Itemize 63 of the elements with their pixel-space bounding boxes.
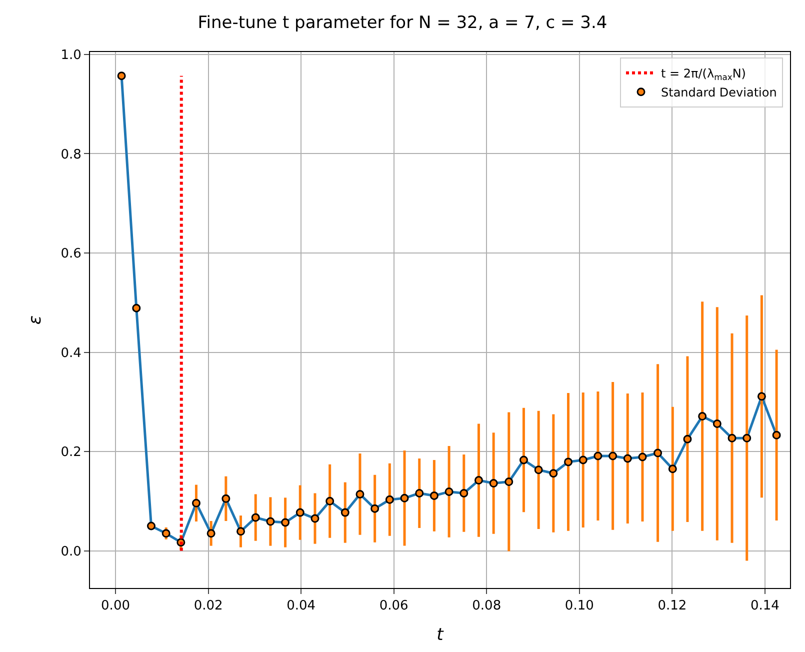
point [385,495,394,504]
y-tick-label: 1.0 [60,48,82,64]
y-tick-label: 0.0 [60,544,82,560]
point [594,452,602,460]
x-tick-label: 0.10 [564,598,594,614]
point [430,491,438,500]
point [356,490,364,498]
x-tick-label: 0.00 [101,598,130,614]
point [489,479,498,488]
point [474,476,483,485]
point [564,458,573,466]
point [638,452,647,462]
point [608,452,618,460]
point [519,456,528,464]
point [222,494,230,503]
point [698,412,707,421]
y-tick-label: 0.6 [60,246,82,262]
point [117,72,126,80]
point [400,494,409,502]
point [504,478,514,486]
x-tick-label: 0.14 [750,598,780,614]
x-tick-label: 0.04 [286,598,316,614]
point [370,504,380,513]
y-tick-label: 0.4 [60,346,82,361]
point [728,434,736,442]
x-tick-label: 0.12 [658,598,687,614]
point [668,464,677,474]
point [549,469,558,478]
point [712,419,722,428]
x-tick-label: 0.08 [472,598,502,614]
point [206,529,216,538]
x-axis-title: t [436,625,445,645]
point [192,498,200,508]
chart-title: Fine-tune t parameter for N = 32, a = 7, c = 3.4 [198,13,608,34]
point [460,488,468,498]
y-axis-title: ε [25,315,46,325]
point [534,466,543,474]
point [281,518,290,527]
y-tick-label: 0.8 [60,147,82,162]
x-tick-label: 0.02 [194,598,223,614]
point [742,434,752,442]
point [772,430,781,440]
point [310,514,320,523]
point [415,488,424,498]
point [236,527,246,536]
point [578,456,588,464]
point [654,448,662,458]
point [623,454,632,463]
point [326,496,334,506]
x-tick-label: 0.06 [379,598,408,614]
point [162,529,170,538]
point [146,522,156,530]
point [251,513,260,522]
point [296,508,304,517]
point [132,304,141,312]
legend-label: t = 2π/(λ$_{max}$N) [661,66,746,82]
y-tick-label: 0.2 [60,445,82,460]
legend-label: Standard Deviation [661,86,777,100]
point [266,517,275,526]
point [444,487,454,496]
point [683,434,692,444]
point [757,392,766,401]
point [340,508,350,517]
